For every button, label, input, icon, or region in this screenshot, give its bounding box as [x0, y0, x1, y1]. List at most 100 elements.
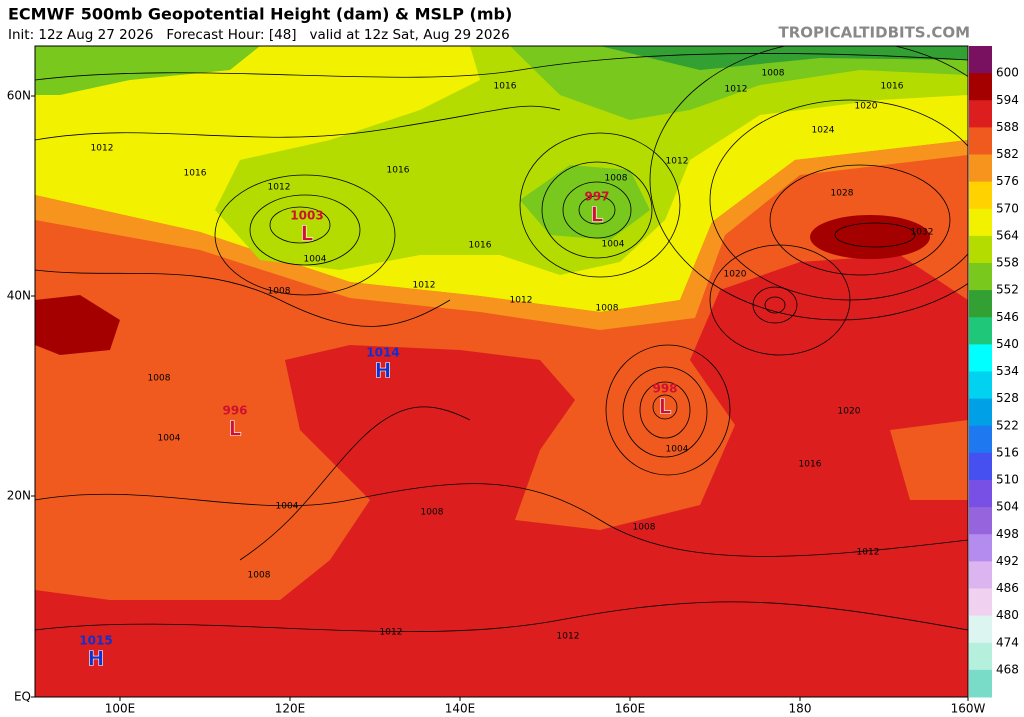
colorbar-label: 582 — [996, 147, 1019, 161]
colorbar-segment — [969, 154, 992, 183]
map-shading — [35, 46, 968, 697]
isobar-label: 1032 — [911, 228, 934, 238]
colorbar-label: 546 — [996, 310, 1019, 324]
isobars — [35, 46, 968, 633]
isobar-label: 1008 — [596, 304, 619, 314]
pressure-center-value: 998 — [652, 382, 677, 396]
isobar-label: 1020 — [838, 407, 861, 417]
isobar-label: 1004 — [666, 445, 689, 455]
isobar-label: 1008 — [148, 374, 171, 384]
colorbar-segment — [969, 208, 992, 237]
isobar-label: 1020 — [855, 102, 878, 112]
pressure-center-value: 996 — [222, 404, 247, 418]
isobar-label: 1008 — [762, 69, 785, 79]
lat-label: 40N — [7, 289, 31, 303]
colorbar-segment — [969, 290, 992, 318]
isobar-label: 1016 — [494, 82, 517, 92]
pressure-center-symbol: H — [88, 647, 105, 671]
lat-label: 20N — [7, 489, 31, 503]
colorbar-label: 588 — [996, 120, 1019, 134]
lon-label: 120E — [275, 702, 306, 716]
colorbar-segment — [969, 235, 992, 264]
lon-label: 160W — [951, 702, 986, 716]
colorbar-segment — [969, 263, 992, 291]
lon-label: 160E — [615, 702, 646, 716]
isobar-label: 1012 — [857, 548, 880, 558]
isobar-label: 1012 — [413, 281, 436, 291]
isobar-label: 1024 — [812, 126, 835, 136]
isobar-label: 1012 — [510, 296, 533, 306]
isobar-label: 1016 — [469, 241, 492, 251]
lon-label: 100E — [105, 702, 136, 716]
map-frame — [34, 45, 969, 698]
lat-label: EQ — [14, 690, 31, 704]
colorbar-label: 480 — [996, 608, 1019, 622]
isobar-label: 1008 — [268, 287, 291, 297]
colorbar-label: 576 — [996, 174, 1019, 188]
isobar-label: 1016 — [387, 166, 410, 176]
colorbar-segment — [969, 615, 992, 644]
colorbar-label: 468 — [996, 662, 1019, 676]
pressure-center-symbol: L — [301, 222, 314, 246]
pressure-center-symbol: L — [229, 417, 242, 441]
colorbar-label: 552 — [996, 283, 1019, 297]
isobar-label: 1020 — [724, 270, 747, 280]
colorbar-segment — [969, 398, 992, 427]
colorbar-segment — [969, 73, 992, 101]
colorbar-segment — [969, 317, 992, 345]
colorbar-segment — [969, 669, 992, 698]
colorbar-segment — [969, 181, 992, 210]
colorbar-segment — [969, 452, 992, 481]
pressure-center-value: 1015 — [79, 634, 112, 648]
isobar-label: 1016 — [184, 169, 207, 179]
title: ECMWF 500mb Geopotential Height (dam) & … — [8, 5, 512, 24]
colorbar-label: 522 — [996, 418, 1019, 432]
isobar-label: 1008 — [633, 523, 656, 533]
isobar-label: 1008 — [421, 508, 444, 518]
colorbar-label: 498 — [996, 527, 1019, 541]
isobar-label: 1004 — [276, 502, 299, 512]
isobar-label: 1012 — [268, 183, 291, 193]
lon-label: 140E — [445, 702, 476, 716]
subtitle: Init: 12z Aug 27 2026 Forecast Hour: [48… — [8, 27, 510, 43]
colorbar-label: 534 — [996, 364, 1019, 378]
colorbar-label: 516 — [996, 445, 1019, 459]
colorbar-segment — [969, 480, 992, 508]
lon-label: 180 — [789, 702, 812, 716]
isobar-label: 1008 — [605, 174, 628, 184]
pressure-center-value: 1014 — [366, 346, 399, 360]
source: TROPICALTIDBITS.COM — [779, 24, 971, 42]
isobar-label: 1016 — [881, 82, 904, 92]
colorbar-segment — [969, 507, 992, 535]
lat-label: 60N — [7, 89, 31, 103]
pressure-center-value: 997 — [584, 190, 609, 204]
isobar-label: 1008 — [248, 571, 271, 581]
isobar-label: 1016 — [799, 460, 822, 470]
colorbar-label: 474 — [996, 635, 1019, 649]
colorbar-segment — [969, 46, 992, 74]
isobar-label: 1012 — [91, 144, 114, 154]
colorbar-label: 486 — [996, 581, 1019, 595]
isobar-label: 1028 — [831, 189, 854, 199]
colorbar-label: 504 — [996, 500, 1019, 514]
pressure-center-symbol: L — [659, 395, 672, 419]
colorbar-label: 492 — [996, 554, 1019, 568]
colorbar-label: 564 — [996, 228, 1019, 242]
colorbar-segment — [969, 344, 992, 372]
colorbar-segment — [969, 425, 992, 454]
colorbar-segment — [969, 561, 992, 589]
colorbar-label: 558 — [996, 256, 1019, 270]
colorbar-label: 600 — [996, 66, 1019, 80]
colorbar-segment — [969, 534, 992, 562]
isobar-label: 1004 — [602, 240, 625, 250]
isobar-label: 1012 — [557, 632, 580, 642]
colorbar-label: 570 — [996, 201, 1019, 215]
pressure-center-value: 1003 — [290, 209, 323, 223]
isobar-label: 1004 — [304, 255, 327, 265]
isobar-label: 1012 — [380, 628, 403, 638]
isobar-label: 1004 — [158, 434, 181, 444]
colorbar-segment — [969, 100, 992, 128]
colorbar-segment — [969, 127, 992, 155]
colorbar-label: 540 — [996, 337, 1019, 351]
